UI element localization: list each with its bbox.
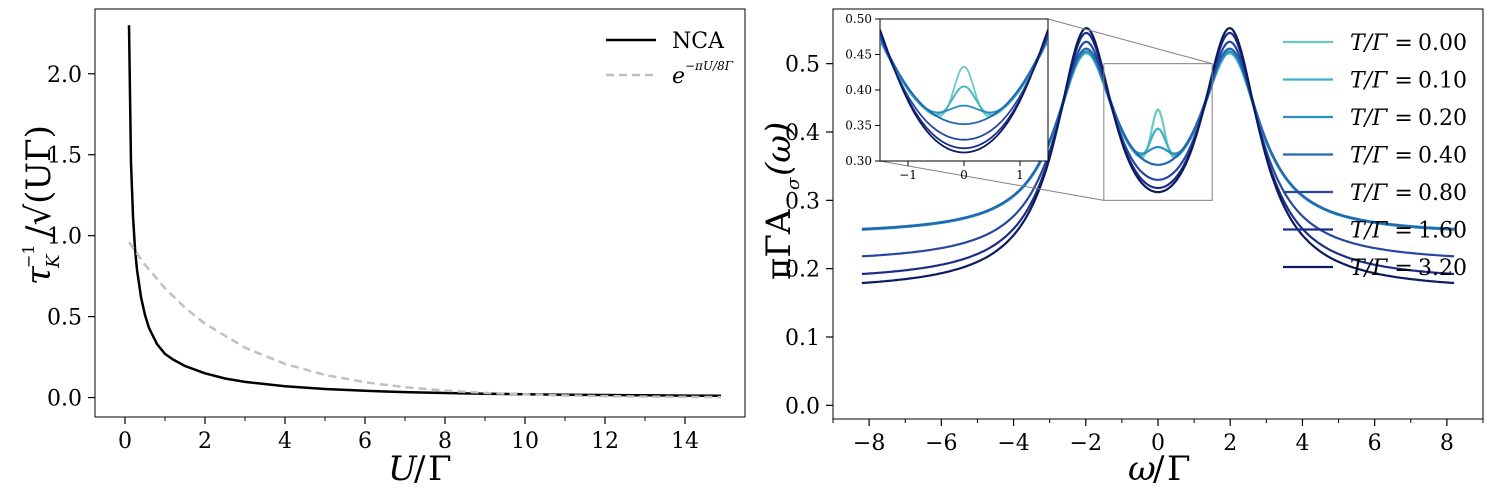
legend-label-variable: T/Γ = <box>1350 219 1413 244</box>
spectral-series-line <box>861 40 1455 258</box>
inset-y-tick-label: 0.30 <box>845 154 872 168</box>
right-y-tick-label: 0.2 <box>785 258 820 283</box>
right-xlabel: ω / Γ <box>1128 449 1191 489</box>
right-xlabel-sep: / <box>1153 449 1165 489</box>
left-ylabel-sub: K <box>43 253 64 269</box>
inset-ticks: −1 0 1 0.30 0.35 0.40 0.45 0.50 <box>845 12 1024 182</box>
left-legend: NCA e −πU/8Γ <box>606 29 734 89</box>
right-y-tick-label: 0.3 <box>785 189 820 214</box>
inset-y-tick-label: 0.45 <box>845 48 872 62</box>
legend-label-value: 0.40 <box>1418 144 1467 169</box>
right-ylabel-rest: (ω) <box>759 122 799 176</box>
legend-label-variable: T/Γ = <box>1350 181 1413 206</box>
right-x-tick-label: −6 <box>925 431 957 456</box>
inset-connector-line <box>879 160 1104 201</box>
inset-series-line <box>880 37 1048 114</box>
inset-y-tick-label: 0.35 <box>845 119 872 133</box>
left-y-tick-label: 0.0 <box>47 387 82 412</box>
inset-zoom-region <box>1103 63 1213 201</box>
left-x-tick-label: 2 <box>198 429 212 454</box>
left-ylabel-rest: /√(UΓ) <box>19 125 59 237</box>
left-ticks: 0 2 4 6 8 10 12 14 0.0 0.5 1.0 1.5 2.0 <box>47 63 699 454</box>
legend-label-value: 1.60 <box>1418 219 1467 244</box>
inset-x-tick-label: 0 <box>960 168 968 182</box>
left-xlabel-den: Γ <box>428 449 452 489</box>
legend-label-variable: T/Γ = <box>1350 69 1413 94</box>
right-x-tick-label: −2 <box>1070 431 1102 456</box>
left-series-line <box>127 241 722 399</box>
left-plot-frame <box>94 8 746 418</box>
left-series-line <box>127 25 722 398</box>
right-y-tick-label: 0.1 <box>785 326 820 351</box>
left-chart: 0 2 4 6 8 10 12 140.00.51.01.52.0 NCA e −πU/8Γ … <box>19 8 746 489</box>
left-x-tick-label: 10 <box>511 429 539 454</box>
right-y-tick-label: 0.0 <box>785 394 820 419</box>
right-x-tick-label: −8 <box>853 431 885 456</box>
right-y-tick-label: 0.4 <box>785 121 820 146</box>
left-xlabel: U / Γ <box>388 449 452 489</box>
inset-x-tick-label: −1 <box>899 168 917 182</box>
right-x-tick-label: 2 <box>1223 431 1237 456</box>
legend-label-value: 0.20 <box>1418 106 1467 131</box>
right-chart: −8 −6 −4 −2 0 2 4 6 8 0.0 0.1 0.2 0.3 0.4 0.5 −1 0 1 0.30… <box>759 8 1484 489</box>
right-series <box>861 27 1455 285</box>
left-ylabel-sup: −1 <box>19 244 38 268</box>
left-series <box>127 25 722 399</box>
spectral-series-line <box>861 27 1455 285</box>
spectral-series-line <box>861 47 1455 231</box>
left-x-tick-label: 6 <box>358 429 372 454</box>
left-y-tick-label: 1.0 <box>47 225 82 250</box>
right-ylabel: πΓA σ (ω) <box>759 122 804 280</box>
legend-label-value: 0.80 <box>1418 181 1467 206</box>
right-x-tick-label: 8 <box>1440 431 1454 456</box>
right-xlabel-main: ω <box>1128 449 1156 489</box>
left-xlabel-sep: / <box>414 449 426 489</box>
right-xlabel-den: Γ <box>1167 449 1191 489</box>
legend-label-variable: T/Γ = <box>1350 256 1413 281</box>
legend-label-variable: T/Γ = <box>1350 144 1413 169</box>
right-legend: T/Γ = 0.00T/Γ = 0.10T/Γ = 0.20T/Γ = 0.40T/Γ … <box>1283 31 1467 281</box>
left-x-tick-label: 8 <box>438 429 452 454</box>
legend-label-exp-exponent: −πU/8Γ <box>685 59 734 73</box>
legend-label-variable: T/Γ = <box>1350 106 1413 131</box>
inset-series <box>880 26 1048 154</box>
right-ylabel-main: πΓA <box>759 209 799 280</box>
left-x-tick-label: 0 <box>118 429 132 454</box>
inset-y-tick-label: 0.50 <box>845 12 872 26</box>
legend-label-value: 0.00 <box>1418 31 1467 56</box>
legend-label-value: 0.10 <box>1418 69 1467 94</box>
left-y-tick-label: 1.5 <box>47 144 82 169</box>
right-ylabel-sub: σ <box>783 177 804 190</box>
left-xlabel-main: U <box>388 449 418 489</box>
right-x-tick-label: 0 <box>1151 431 1165 456</box>
right-x-tick-label: 6 <box>1368 431 1382 456</box>
legend-label-nca: NCA <box>672 29 725 54</box>
left-y-tick-label: 0.5 <box>47 306 82 331</box>
legend-label-exp-base: e <box>672 64 685 89</box>
inset-series-line <box>880 26 1048 154</box>
spectral-series-line <box>861 31 1455 276</box>
right-y-tick-label: 0.5 <box>785 53 820 78</box>
left-ylabel-main: τ <box>19 265 59 285</box>
inset-series-line <box>880 33 1048 141</box>
left-x-tick-label: 12 <box>591 429 619 454</box>
inset-chart: −1 0 1 0.30 0.35 0.40 0.45 0.50 <box>845 12 1049 182</box>
left-x-tick-label: 14 <box>671 429 699 454</box>
left-x-tick-label: 4 <box>278 429 292 454</box>
legend-label-value: 3.20 <box>1418 256 1467 281</box>
inset-connector-line <box>1047 18 1213 65</box>
inset-y-tick-label: 0.40 <box>845 83 872 97</box>
left-y-tick-label: 2.0 <box>47 63 82 88</box>
legend-label-variable: T/Γ = <box>1350 31 1413 56</box>
left-ylabel: τ K −1 /√(UΓ) <box>19 125 64 285</box>
inset-series-line <box>880 34 1048 125</box>
inset-x-tick-label: 1 <box>1016 168 1024 182</box>
right-x-tick-label: 4 <box>1295 431 1309 456</box>
right-ticks: −8 −6 −4 −2 0 2 4 6 8 0.0 0.1 0.2 0.3 0.4 0.5 <box>785 53 1484 456</box>
right-x-tick-label: −4 <box>997 431 1029 456</box>
